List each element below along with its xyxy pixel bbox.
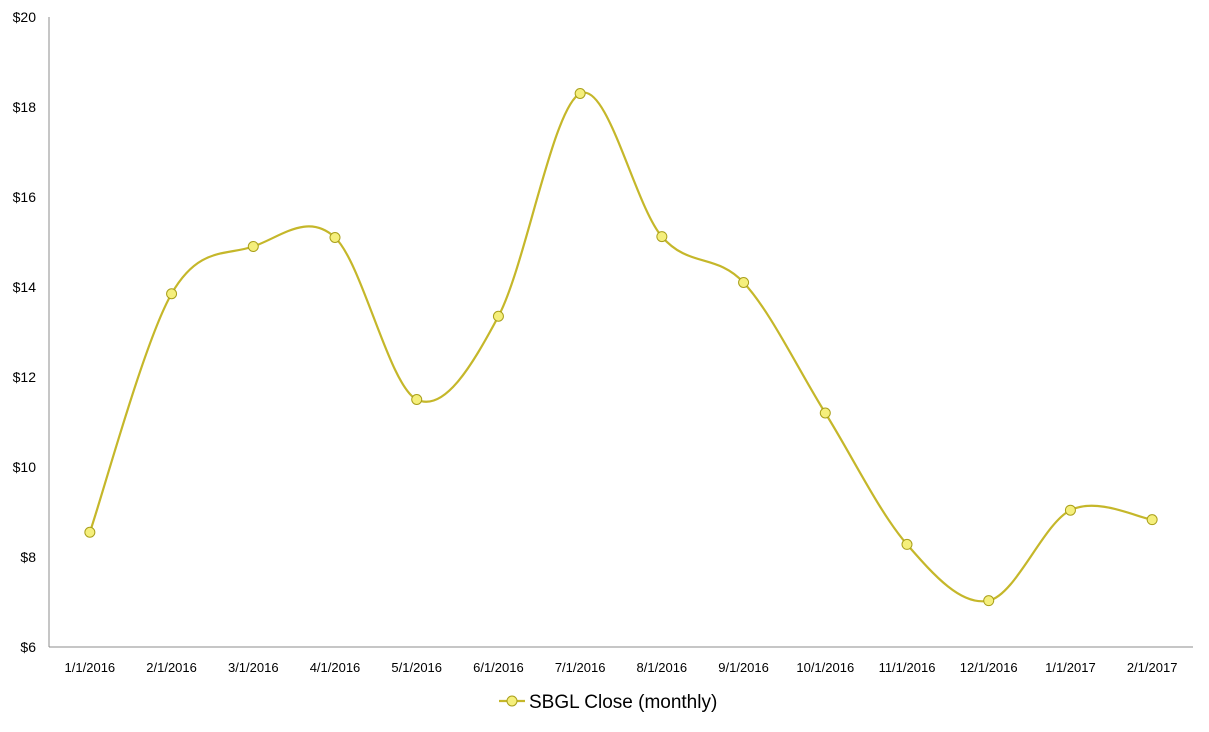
data-point — [1146, 514, 1158, 526]
y-tick-label: $20 — [13, 9, 37, 25]
legend-marker-swatch — [506, 695, 518, 707]
x-tick-label: 3/1/2016 — [228, 660, 279, 675]
data-point — [656, 231, 668, 243]
x-axis-tick-labels: 1/1/2016 2/1/2016 3/1/2016 4/1/2016 5/1/2016… — [65, 660, 1178, 675]
x-tick-label: 9/1/2016 — [718, 660, 769, 675]
x-tick-label: 10/1/2016 — [796, 660, 854, 675]
series-lines — [88, 91, 1153, 603]
x-tick-label: 1/1/2017 — [1045, 660, 1096, 675]
series-markers — [84, 88, 1158, 607]
legend-label: SBGL Close (monthly) — [529, 692, 717, 713]
x-tick-label: 11/1/2016 — [879, 660, 936, 675]
x-tick-label: 12/1/2016 — [960, 660, 1018, 675]
x-tick-label: 1/1/2016 — [65, 660, 116, 675]
data-point — [247, 241, 259, 252]
y-tick-label: $14 — [13, 279, 37, 295]
data-point — [84, 526, 96, 538]
data-point — [819, 407, 831, 419]
x-tick-label: 2/1/2016 — [146, 660, 197, 675]
x-tick-label: 8/1/2016 — [637, 660, 688, 675]
x-tick-label: 2/1/2017 — [1127, 660, 1178, 675]
y-tick-label: $12 — [13, 369, 37, 385]
series-line — [88, 91, 1153, 603]
x-tick-label: 4/1/2016 — [310, 660, 361, 675]
data-point — [329, 232, 341, 243]
data-point — [411, 394, 423, 405]
data-point — [738, 277, 750, 288]
y-tick-label: $16 — [13, 189, 37, 205]
data-point — [574, 88, 586, 99]
data-point — [1064, 504, 1076, 516]
data-point — [166, 288, 178, 300]
data-point — [901, 538, 913, 550]
y-tick-label: $18 — [13, 99, 37, 115]
y-axis-tick-labels: $6 $8 $10 $12 $14 $16 $18 $20 — [13, 9, 37, 655]
axes — [48, 17, 1193, 648]
x-tick-label: 6/1/2016 — [473, 660, 524, 675]
y-tick-label: $10 — [13, 459, 37, 475]
data-point — [492, 310, 504, 322]
data-point — [983, 595, 995, 607]
y-tick-label: $6 — [20, 639, 36, 655]
y-tick-label: $8 — [20, 549, 36, 565]
x-tick-label: 7/1/2016 — [555, 660, 606, 675]
legend: SBGL Close (monthly) — [499, 692, 717, 713]
x-tick-label: 5/1/2016 — [391, 660, 442, 675]
